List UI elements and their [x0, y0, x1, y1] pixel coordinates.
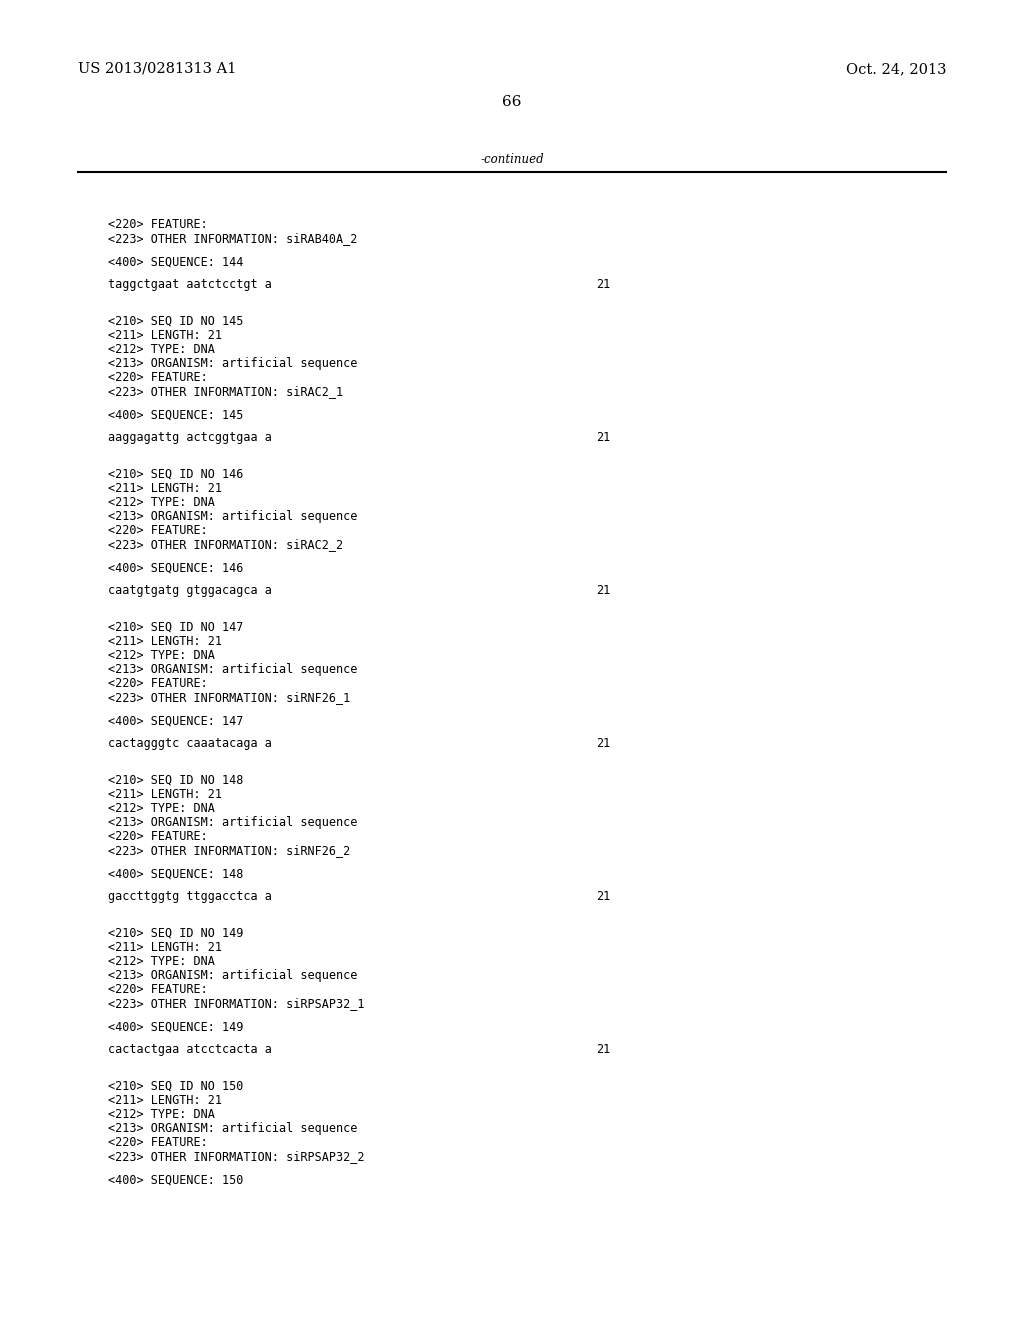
- Text: <400> SEQUENCE: 150: <400> SEQUENCE: 150: [108, 1173, 244, 1187]
- Text: <400> SEQUENCE: 144: <400> SEQUENCE: 144: [108, 256, 244, 269]
- Text: <210> SEQ ID NO 146: <210> SEQ ID NO 146: [108, 469, 244, 480]
- Text: <400> SEQUENCE: 149: <400> SEQUENCE: 149: [108, 1020, 244, 1034]
- Text: <212> TYPE: DNA: <212> TYPE: DNA: [108, 954, 215, 968]
- Text: -continued: -continued: [480, 153, 544, 166]
- Text: <223> OTHER INFORMATION: siRPSAP32_1: <223> OTHER INFORMATION: siRPSAP32_1: [108, 997, 365, 1010]
- Text: 21: 21: [596, 432, 610, 444]
- Text: <400> SEQUENCE: 146: <400> SEQUENCE: 146: [108, 562, 244, 576]
- Text: <212> TYPE: DNA: <212> TYPE: DNA: [108, 1107, 215, 1121]
- Text: 21: 21: [596, 583, 610, 597]
- Text: gaccttggtg ttggacctca a: gaccttggtg ttggacctca a: [108, 890, 272, 903]
- Text: <212> TYPE: DNA: <212> TYPE: DNA: [108, 343, 215, 356]
- Text: <223> OTHER INFORMATION: siRNF26_2: <223> OTHER INFORMATION: siRNF26_2: [108, 843, 350, 857]
- Text: cactactgaa atcctcacta a: cactactgaa atcctcacta a: [108, 1043, 272, 1056]
- Text: taggctgaat aatctcctgt a: taggctgaat aatctcctgt a: [108, 279, 272, 290]
- Text: cactagggtc caaatacaga a: cactagggtc caaatacaga a: [108, 737, 272, 750]
- Text: 66: 66: [502, 95, 522, 110]
- Text: <211> LENGTH: 21: <211> LENGTH: 21: [108, 1094, 222, 1107]
- Text: <220> FEATURE:: <220> FEATURE:: [108, 218, 208, 231]
- Text: <213> ORGANISM: artificial sequence: <213> ORGANISM: artificial sequence: [108, 510, 357, 523]
- Text: 21: 21: [596, 1043, 610, 1056]
- Text: <212> TYPE: DNA: <212> TYPE: DNA: [108, 803, 215, 814]
- Text: <211> LENGTH: 21: <211> LENGTH: 21: [108, 482, 222, 495]
- Text: <210> SEQ ID NO 148: <210> SEQ ID NO 148: [108, 774, 244, 787]
- Text: <223> OTHER INFORMATION: siRNF26_1: <223> OTHER INFORMATION: siRNF26_1: [108, 690, 350, 704]
- Text: <212> TYPE: DNA: <212> TYPE: DNA: [108, 649, 215, 663]
- Text: <211> LENGTH: 21: <211> LENGTH: 21: [108, 941, 222, 954]
- Text: 21: 21: [596, 279, 610, 290]
- Text: <223> OTHER INFORMATION: siRAC2_2: <223> OTHER INFORMATION: siRAC2_2: [108, 539, 343, 550]
- Text: <211> LENGTH: 21: <211> LENGTH: 21: [108, 635, 222, 648]
- Text: <400> SEQUENCE: 148: <400> SEQUENCE: 148: [108, 869, 244, 880]
- Text: <220> FEATURE:: <220> FEATURE:: [108, 524, 208, 537]
- Text: caatgtgatg gtggacagca a: caatgtgatg gtggacagca a: [108, 583, 272, 597]
- Text: <210> SEQ ID NO 149: <210> SEQ ID NO 149: [108, 927, 244, 940]
- Text: <213> ORGANISM: artificial sequence: <213> ORGANISM: artificial sequence: [108, 969, 357, 982]
- Text: <212> TYPE: DNA: <212> TYPE: DNA: [108, 496, 215, 510]
- Text: <220> FEATURE:: <220> FEATURE:: [108, 1137, 208, 1148]
- Text: <220> FEATURE:: <220> FEATURE:: [108, 677, 208, 690]
- Text: 21: 21: [596, 890, 610, 903]
- Text: aaggagattg actcggtgaa a: aaggagattg actcggtgaa a: [108, 432, 272, 444]
- Text: <220> FEATURE:: <220> FEATURE:: [108, 830, 208, 843]
- Text: <213> ORGANISM: artificial sequence: <213> ORGANISM: artificial sequence: [108, 816, 357, 829]
- Text: <400> SEQUENCE: 147: <400> SEQUENCE: 147: [108, 715, 244, 729]
- Text: <223> OTHER INFORMATION: siRAB40A_2: <223> OTHER INFORMATION: siRAB40A_2: [108, 232, 357, 246]
- Text: <211> LENGTH: 21: <211> LENGTH: 21: [108, 329, 222, 342]
- Text: <223> OTHER INFORMATION: siRPSAP32_2: <223> OTHER INFORMATION: siRPSAP32_2: [108, 1150, 365, 1163]
- Text: <210> SEQ ID NO 150: <210> SEQ ID NO 150: [108, 1080, 244, 1093]
- Text: <223> OTHER INFORMATION: siRAC2_1: <223> OTHER INFORMATION: siRAC2_1: [108, 385, 343, 399]
- Text: <400> SEQUENCE: 145: <400> SEQUENCE: 145: [108, 409, 244, 422]
- Text: <213> ORGANISM: artificial sequence: <213> ORGANISM: artificial sequence: [108, 1122, 357, 1135]
- Text: <210> SEQ ID NO 147: <210> SEQ ID NO 147: [108, 620, 244, 634]
- Text: 21: 21: [596, 737, 610, 750]
- Text: US 2013/0281313 A1: US 2013/0281313 A1: [78, 62, 237, 77]
- Text: <220> FEATURE:: <220> FEATURE:: [108, 983, 208, 997]
- Text: <213> ORGANISM: artificial sequence: <213> ORGANISM: artificial sequence: [108, 663, 357, 676]
- Text: <210> SEQ ID NO 145: <210> SEQ ID NO 145: [108, 315, 244, 327]
- Text: Oct. 24, 2013: Oct. 24, 2013: [846, 62, 946, 77]
- Text: <220> FEATURE:: <220> FEATURE:: [108, 371, 208, 384]
- Text: <211> LENGTH: 21: <211> LENGTH: 21: [108, 788, 222, 801]
- Text: <213> ORGANISM: artificial sequence: <213> ORGANISM: artificial sequence: [108, 356, 357, 370]
